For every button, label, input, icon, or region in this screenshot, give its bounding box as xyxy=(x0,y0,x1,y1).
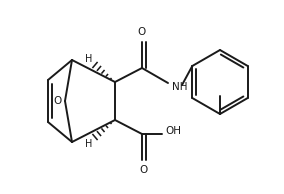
Text: NH: NH xyxy=(172,82,187,92)
Text: H: H xyxy=(85,139,93,149)
Text: O: O xyxy=(53,96,61,106)
Text: OH: OH xyxy=(165,126,181,136)
Text: O: O xyxy=(139,165,148,175)
Text: O: O xyxy=(138,27,146,37)
Text: H: H xyxy=(85,54,93,64)
